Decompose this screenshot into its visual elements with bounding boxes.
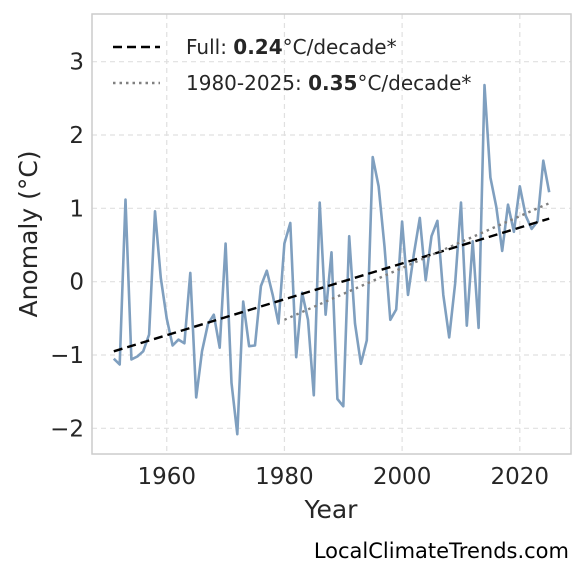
series-layer — [112, 83, 551, 436]
x-tick-label: 1960 — [137, 464, 196, 490]
y-tick-label: −2 — [50, 416, 84, 442]
legend-label: Full: 0.24°C/decade* — [186, 35, 397, 59]
x-axis-label: Year — [304, 495, 359, 524]
x-tick-labels: 1960 1980 2000 2020 — [137, 464, 549, 490]
y-tick-labels: −2 −1 0 1 2 3 — [50, 50, 84, 443]
legend: Full: 0.24°C/decade* 1980-2025: 0.35°C/de… — [113, 35, 471, 95]
series-line-1 — [113, 217, 550, 353]
series-line-2 — [283, 202, 550, 321]
y-tick-label: 3 — [69, 50, 84, 76]
grid-lines — [92, 14, 571, 454]
y-tick-label: −1 — [50, 343, 84, 369]
y-tick-label: 0 — [69, 270, 84, 296]
y-tick-label: 2 — [69, 123, 84, 149]
watermark-text: LocalClimateTrends.com — [313, 539, 569, 563]
y-axis-label: Anomaly (°C) — [14, 150, 43, 317]
x-tick-label: 2000 — [373, 464, 432, 490]
x-tick-label: 1980 — [255, 464, 314, 490]
legend-label: 1980-2025: 0.35°C/decade* — [186, 71, 471, 95]
plot-frame — [91, 13, 572, 455]
series-line-0 — [112, 83, 551, 436]
y-tick-label: 1 — [69, 196, 84, 222]
x-tick-label: 2020 — [491, 464, 550, 490]
